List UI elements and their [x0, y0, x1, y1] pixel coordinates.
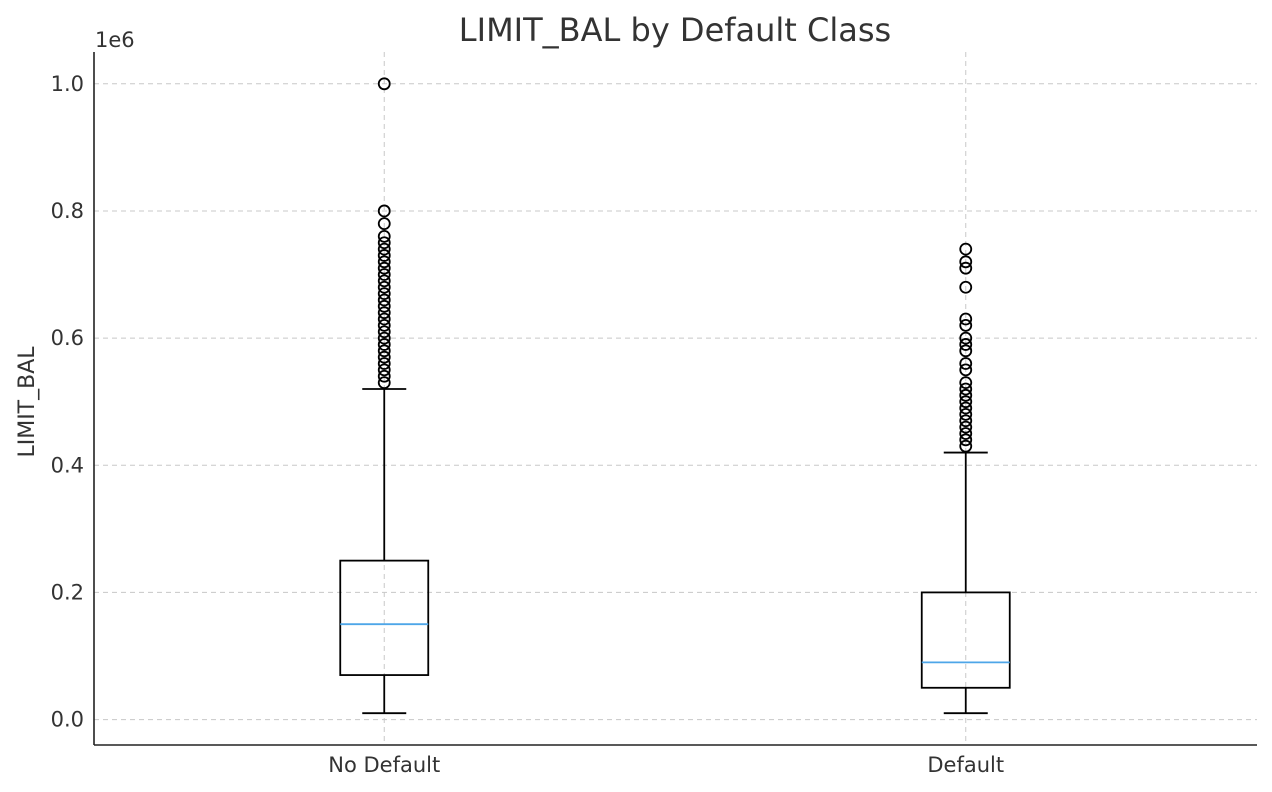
outlier-point [377, 249, 391, 262]
outlier-point [959, 280, 973, 294]
outlier-point [377, 331, 391, 345]
x-tick-label: No Default [328, 753, 440, 777]
iqr-box [920, 591, 1011, 689]
outlier-point [377, 325, 391, 339]
y-axis-label: LIMIT_BAL [15, 346, 40, 458]
outlier-point [377, 299, 391, 313]
outlier-point [377, 236, 391, 250]
outlier-point [959, 357, 973, 370]
outlier-point [377, 229, 391, 243]
iqr-box [339, 559, 430, 676]
outlier-point [959, 376, 973, 390]
y-tick-label: 0.4 [51, 453, 84, 477]
outlier-point [377, 204, 391, 218]
outlier-point [959, 255, 973, 269]
outlier-point [959, 331, 973, 345]
y-axis-offset-label: 1e6 [95, 28, 135, 52]
outlier-point [377, 255, 391, 269]
outlier-point [377, 242, 391, 256]
outlier-point [377, 363, 391, 377]
outlier-point [959, 407, 973, 421]
outlier-point [959, 401, 973, 415]
outlier-point [959, 427, 973, 440]
outlier-point [959, 261, 973, 275]
outlier-point [377, 268, 391, 281]
outlier-point [959, 318, 973, 332]
outlier-point [377, 306, 391, 320]
outlier-point [959, 420, 973, 434]
outlier-point [377, 350, 391, 364]
outlier-point [377, 344, 391, 358]
outlier-point [959, 338, 973, 351]
outlier-point [377, 376, 391, 390]
y-tick-label: 0.2 [51, 580, 84, 604]
outlier-point [377, 312, 391, 326]
x-tick-label: Default [927, 753, 1004, 777]
outlier-point [959, 312, 973, 326]
outlier-point [959, 344, 973, 358]
outlier-point [377, 77, 391, 91]
outlier-point [377, 318, 391, 332]
outlier-point [959, 433, 973, 447]
outlier-point [377, 261, 391, 275]
chart-title: LIMIT_BAL by Default Class [459, 11, 891, 49]
outlier-point [959, 388, 973, 402]
outlier-point [959, 242, 973, 256]
axes-layer [93, 52, 1257, 746]
outlier-point [377, 338, 391, 351]
outlier-point [377, 274, 391, 288]
y-tick-label: 0.6 [51, 326, 84, 350]
outlier-point [377, 217, 391, 231]
grid-layer [94, 52, 1257, 745]
ticks-layer: 0.0 0.2 0.4 0.6 0.8 1.0 No Default Default [51, 72, 1005, 777]
y-tick-label: 1.0 [51, 72, 84, 96]
outlier-point [959, 414, 973, 428]
outlier-point [959, 363, 973, 377]
outlier-point [959, 382, 973, 396]
y-tick-label: 0.8 [51, 199, 84, 223]
outlier-point [377, 357, 391, 370]
outlier-point [959, 439, 973, 453]
outlier-point [377, 293, 391, 307]
marks-layer [339, 77, 1011, 715]
outlier-point [377, 280, 391, 294]
outlier-point [377, 369, 391, 383]
outlier-point [959, 395, 973, 409]
outlier-point [377, 287, 391, 300]
y-tick-label: 0.0 [51, 708, 84, 732]
